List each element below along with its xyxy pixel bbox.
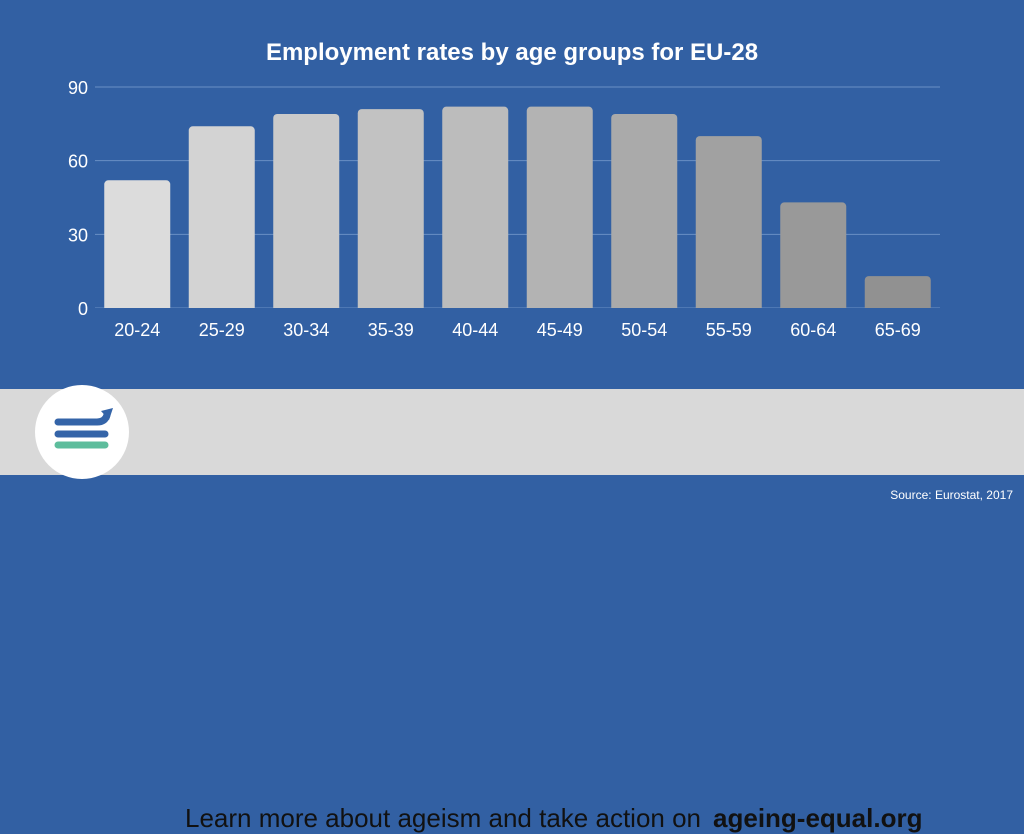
website-link[interactable]: ageing-equal.org <box>713 803 923 833</box>
chart-title: Employment rates by age groups for EU-28 <box>266 39 758 66</box>
x-tick-label: 35-39 <box>368 320 414 340</box>
cta-banner: Learn more about ageism and take action … <box>0 389 1024 833</box>
y-tick-label: 30 <box>68 225 88 245</box>
banner-text: Learn more about ageism and take action … <box>185 803 702 833</box>
x-tick-label: 55-59 <box>706 320 752 340</box>
bar <box>695 136 762 312</box>
bar <box>442 106 509 313</box>
x-tick-label: 20-24 <box>114 320 160 340</box>
x-tick-label: 60-64 <box>790 320 836 340</box>
bar <box>357 109 424 312</box>
bar <box>104 180 171 312</box>
y-tick-label: 60 <box>68 152 88 172</box>
x-tick-label: 25-29 <box>199 320 245 340</box>
bar <box>273 114 340 312</box>
ageing-equal-logo-icon[interactable] <box>35 385 129 479</box>
bar <box>188 126 255 313</box>
baseline-cover <box>95 308 940 314</box>
x-tick-label: 40-44 <box>452 320 498 340</box>
source-note: Source: Eurostat, 2017 <box>890 488 1013 502</box>
x-tick-label: 65-69 <box>875 320 921 340</box>
banner-message: Learn more about ageism and take action … <box>185 803 922 834</box>
x-tick-label: 45-49 <box>537 320 583 340</box>
bar <box>611 114 678 312</box>
bar-chart: Employment rates by age groups for EU-28… <box>68 39 940 340</box>
bar <box>526 106 593 313</box>
y-tick-label: 0 <box>78 299 88 319</box>
bar <box>864 276 931 312</box>
y-tick-label: 90 <box>68 78 88 98</box>
x-tick-label: 50-54 <box>621 320 667 340</box>
x-tick-label: 30-34 <box>283 320 329 340</box>
bar <box>780 202 847 312</box>
